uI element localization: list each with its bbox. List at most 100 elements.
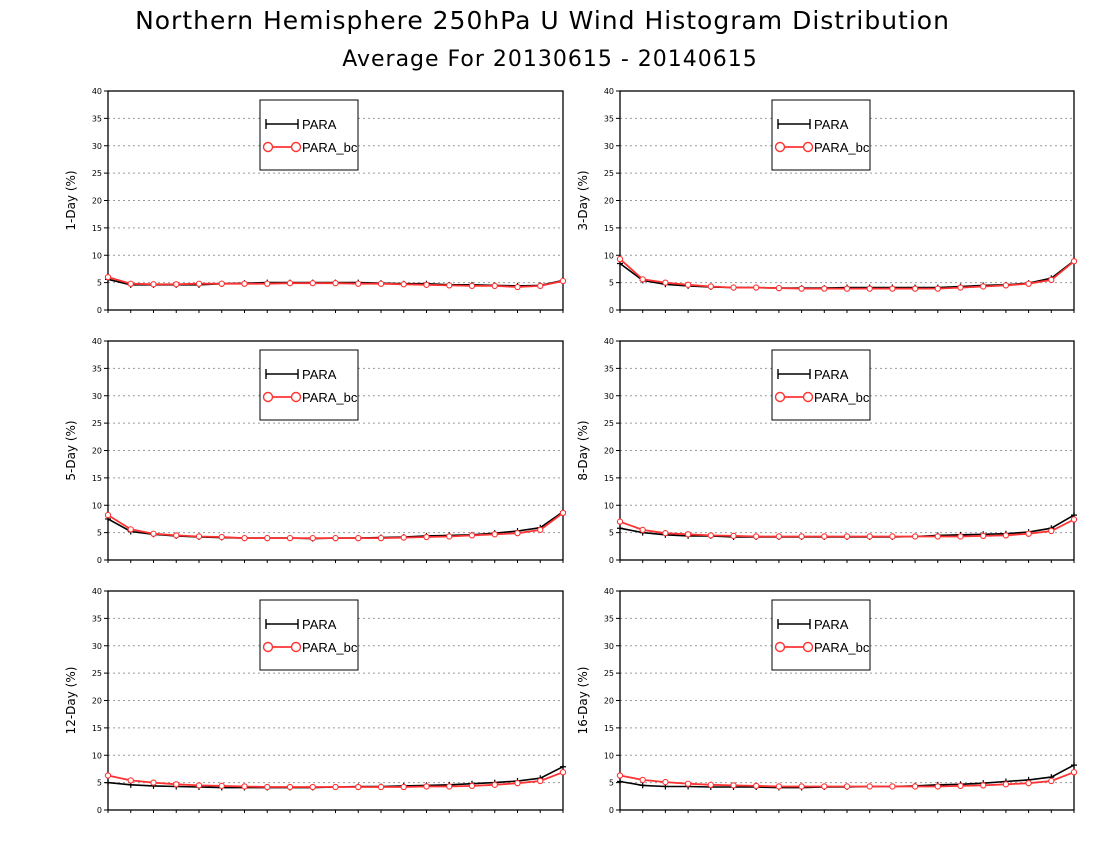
data-point-para-bc	[1025, 530, 1032, 537]
data-point-para-bc	[707, 781, 714, 788]
legend: PARA PARA_bc	[771, 99, 871, 171]
data-point-para-bc	[980, 782, 987, 789]
data-point-para-bc	[104, 772, 112, 779]
data-point-para	[639, 782, 646, 789]
data-point-para-bc	[286, 783, 294, 791]
data-point-para-bc	[468, 532, 476, 539]
y-tick-label: 0	[97, 806, 102, 815]
y-tick-label: 15	[604, 724, 614, 733]
y-tick-label: 40	[92, 587, 102, 596]
y-tick-label: 25	[92, 169, 102, 178]
data-point-para-bc	[639, 526, 646, 534]
data-point-para-bc	[798, 533, 805, 540]
data-point-para-bc	[241, 783, 248, 790]
data-point-para-bc	[980, 532, 987, 540]
legend-label-para: PARA	[814, 367, 849, 382]
data-point-para-bc	[1025, 280, 1032, 287]
plot-frame	[619, 590, 1075, 811]
legend-marker-para-bc	[802, 141, 814, 153]
legend: PARA PARA_bc	[259, 599, 359, 671]
plot-frame	[619, 340, 1075, 561]
y-tick-label: 30	[604, 142, 614, 151]
y-tick-label: 15	[92, 224, 102, 233]
data-point-para-bc	[730, 782, 737, 789]
data-point-para-bc	[821, 783, 828, 790]
data-point-para-bc	[616, 518, 624, 525]
y-axis-label: 5-Day (%)	[64, 420, 78, 480]
data-point-para-bc	[150, 530, 157, 537]
data-point-para-bc	[821, 533, 828, 540]
data-point-para-bc	[707, 283, 714, 290]
legend-marker-para-bc	[262, 141, 274, 153]
data-point-para-bc	[684, 780, 692, 787]
data-point-para-bc	[537, 777, 544, 785]
legend-marker-para	[777, 619, 811, 629]
data-point-para-bc	[1048, 527, 1055, 535]
y-tick-label: 40	[604, 337, 614, 346]
y-tick-label: 0	[609, 306, 614, 315]
data-point-para-bc	[639, 276, 646, 283]
y-axis-label: 12-Day (%)	[64, 667, 78, 735]
data-point-para-bc	[514, 530, 521, 537]
legend-label-para-bc: PARA_bc	[814, 140, 870, 155]
data-point-para-bc	[264, 534, 271, 542]
data-point-para-bc	[798, 783, 805, 790]
data-point-para-bc	[423, 783, 430, 790]
y-tick-label: 20	[92, 447, 102, 456]
data-point-para-bc	[377, 534, 385, 542]
y-tick-label: 10	[92, 751, 102, 760]
data-point-para-bc	[843, 783, 851, 790]
legend: PARA PARA_bc	[771, 349, 871, 421]
data-point-para-bc	[537, 526, 544, 534]
data-point-para-bc	[150, 779, 157, 786]
data-point-para-bc	[218, 782, 225, 790]
data-point-para-bc	[889, 783, 896, 790]
plot-frame	[107, 340, 564, 561]
data-point-para-bc	[753, 284, 760, 291]
legend-box	[771, 599, 871, 671]
data-point-para-bc	[309, 783, 316, 791]
figure-subtitle: Average For 20130615 - 20140615	[342, 47, 758, 72]
data-point-para-bc	[889, 285, 896, 292]
data-point-para-bc	[1048, 777, 1055, 785]
data-point-para-bc	[730, 532, 737, 540]
data-point-para-bc	[866, 285, 873, 292]
data-point-para-bc	[957, 782, 964, 790]
legend-marker-para	[265, 369, 299, 379]
data-point-para-bc	[775, 284, 783, 292]
data-point-para	[105, 779, 111, 786]
legend-box	[771, 99, 871, 171]
y-tick-label: 10	[604, 251, 614, 260]
data-point-para-bc	[286, 280, 294, 287]
legend-marker-para-bc	[774, 391, 786, 403]
panel-2: 0 5 10 15 20 25 30 35 40 3-Day (%) PARA PARA_bc	[576, 87, 1078, 315]
data-point-para-bc	[218, 280, 225, 287]
y-tick-label: 0	[97, 306, 102, 315]
y-tick-label: 5	[97, 529, 102, 538]
y-tick-label: 5	[97, 279, 102, 288]
data-point-para-bc	[616, 255, 624, 263]
data-point-para-bc	[491, 781, 498, 788]
plot-frame	[107, 90, 564, 311]
y-tick-label: 40	[92, 337, 102, 346]
figure-title: Northern Hemisphere 250hPa U Wind Histog…	[135, 6, 950, 35]
y-axis-label: 8-Day (%)	[576, 420, 590, 480]
data-point-para-bc	[559, 277, 567, 285]
data-point-para-bc	[1002, 781, 1010, 788]
data-point-para-bc	[264, 783, 271, 791]
y-tick-label: 5	[609, 779, 614, 788]
y-tick-label: 25	[604, 169, 614, 178]
data-point-para-bc	[1070, 258, 1078, 265]
legend: PARA PARA_bc	[771, 599, 871, 671]
data-point-para-bc	[775, 783, 783, 790]
y-tick-label: 20	[604, 447, 614, 456]
data-point-para	[1071, 762, 1077, 769]
legend-box	[259, 599, 359, 671]
data-point-para-bc	[537, 282, 544, 290]
y-tick-label: 30	[92, 142, 102, 151]
data-point-para-bc	[934, 285, 941, 292]
data-point-para-bc	[491, 531, 498, 538]
y-axis-label: 3-Day (%)	[576, 170, 590, 230]
data-point-para-bc	[514, 283, 521, 291]
